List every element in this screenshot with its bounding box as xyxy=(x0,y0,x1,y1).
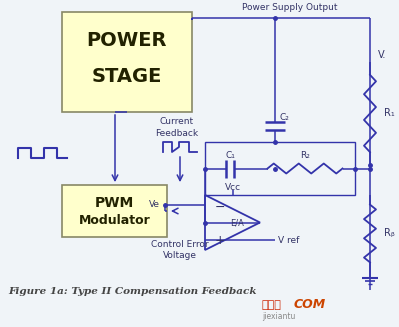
Text: Vcc: Vcc xyxy=(224,182,241,192)
Text: Control Error: Control Error xyxy=(151,240,209,249)
Bar xyxy=(62,12,192,112)
Text: C₂: C₂ xyxy=(280,113,290,123)
Text: PWM: PWM xyxy=(95,196,134,210)
Text: V.: V. xyxy=(378,50,386,60)
Text: C₁: C₁ xyxy=(225,151,235,160)
Text: jiexiantu: jiexiantu xyxy=(262,312,295,321)
Text: Ve: Ve xyxy=(149,200,160,209)
Text: R₁: R₁ xyxy=(384,108,395,118)
Text: Rᵦ: Rᵦ xyxy=(384,228,395,238)
Text: −: − xyxy=(215,200,225,214)
Bar xyxy=(205,142,355,195)
Text: STAGE: STAGE xyxy=(92,67,162,87)
Text: +: + xyxy=(215,233,225,247)
Text: POWER: POWER xyxy=(87,30,167,49)
Text: E/A: E/A xyxy=(231,218,245,227)
Text: 接线图: 接线图 xyxy=(262,300,282,310)
Text: Figure 1a: Type II Compensation Feedback: Figure 1a: Type II Compensation Feedback xyxy=(8,287,257,296)
Text: Power Supply Output: Power Supply Output xyxy=(242,4,338,12)
Text: R₂: R₂ xyxy=(300,151,310,160)
Text: Feedback: Feedback xyxy=(156,129,199,139)
Text: Modulator: Modulator xyxy=(79,215,150,228)
Text: Current: Current xyxy=(160,117,194,127)
Bar xyxy=(62,185,167,237)
Text: COM: COM xyxy=(294,298,326,311)
Text: Voltage: Voltage xyxy=(163,251,197,260)
Text: V ref: V ref xyxy=(278,236,299,245)
